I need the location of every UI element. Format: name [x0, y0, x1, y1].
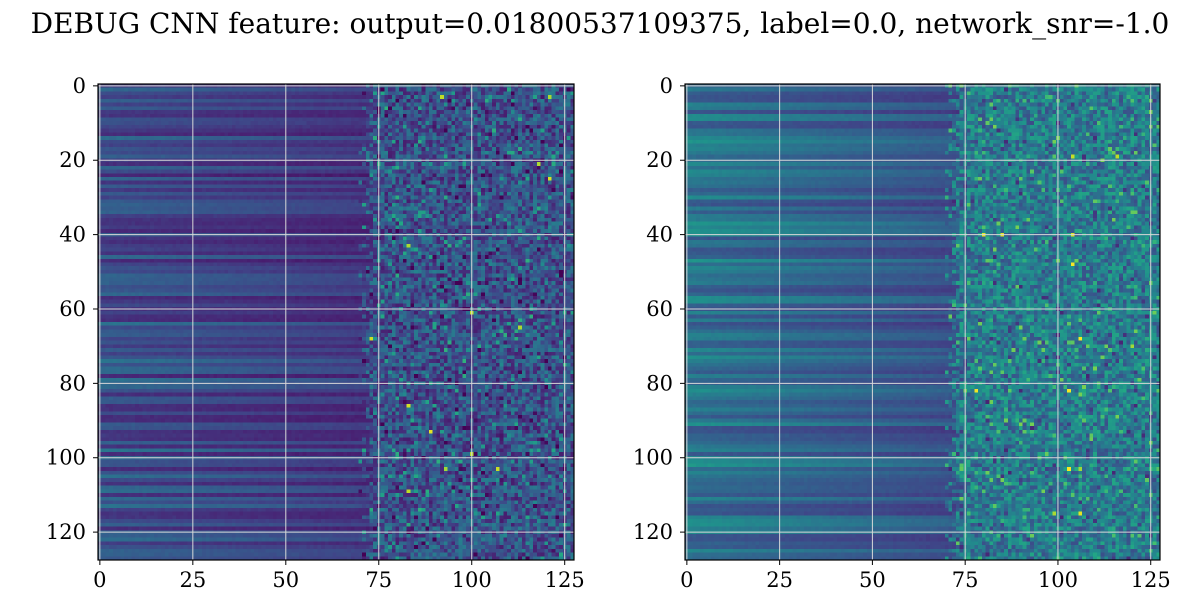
y-tick-label: 80	[59, 371, 86, 395]
left-heatmap-image	[98, 84, 574, 560]
left-axes-frame	[97, 83, 575, 561]
right-axes-frame	[684, 83, 1161, 561]
y-tick-label: 20	[59, 148, 86, 172]
x-tick-label: 50	[272, 568, 299, 592]
x-tick-label: 75	[365, 568, 392, 592]
right-ticks: 0 25 50 75 100 125 0 20 40 60 80 100 120	[633, 74, 1171, 592]
left-gridlines	[98, 84, 574, 560]
y-tick-label: 40	[59, 223, 86, 247]
right-heatmap-image	[685, 84, 1160, 560]
y-tick-label: 120	[46, 520, 86, 544]
left-ticks: 0 25 50 75 100 125 0 20 40 60 80 100 120	[46, 74, 585, 592]
y-tick-label: 80	[646, 371, 673, 395]
x-tick-label: 25	[179, 568, 206, 592]
y-tick-label: 0	[73, 74, 86, 98]
y-tick-label: 100	[633, 446, 673, 470]
y-tick-label: 20	[646, 148, 673, 172]
x-tick-label: 125	[1131, 568, 1171, 592]
y-tick-label: 120	[633, 520, 673, 544]
y-tick-label: 0	[660, 74, 673, 98]
x-tick-label: 0	[680, 568, 693, 592]
x-tick-label: 25	[766, 568, 793, 592]
y-tick-label: 60	[646, 297, 673, 321]
figure-title: DEBUG CNN feature: output=0.018005371093…	[31, 7, 1170, 40]
x-tick-label: 75	[952, 568, 979, 592]
x-tick-label: 125	[545, 568, 585, 592]
left-heatmap-panel: 0 25 50 75 100 125 0 20 40 60 80 100 120	[46, 74, 585, 592]
right-gridlines	[685, 84, 1160, 560]
x-tick-label: 100	[1038, 568, 1078, 592]
x-tick-label: 100	[452, 568, 492, 592]
x-tick-label: 0	[93, 568, 106, 592]
x-tick-label: 50	[859, 568, 886, 592]
y-tick-label: 100	[46, 446, 86, 470]
y-tick-label: 60	[59, 297, 86, 321]
right-heatmap-panel: 0 25 50 75 100 125 0 20 40 60 80 100 120	[633, 74, 1171, 592]
y-tick-label: 40	[646, 223, 673, 247]
